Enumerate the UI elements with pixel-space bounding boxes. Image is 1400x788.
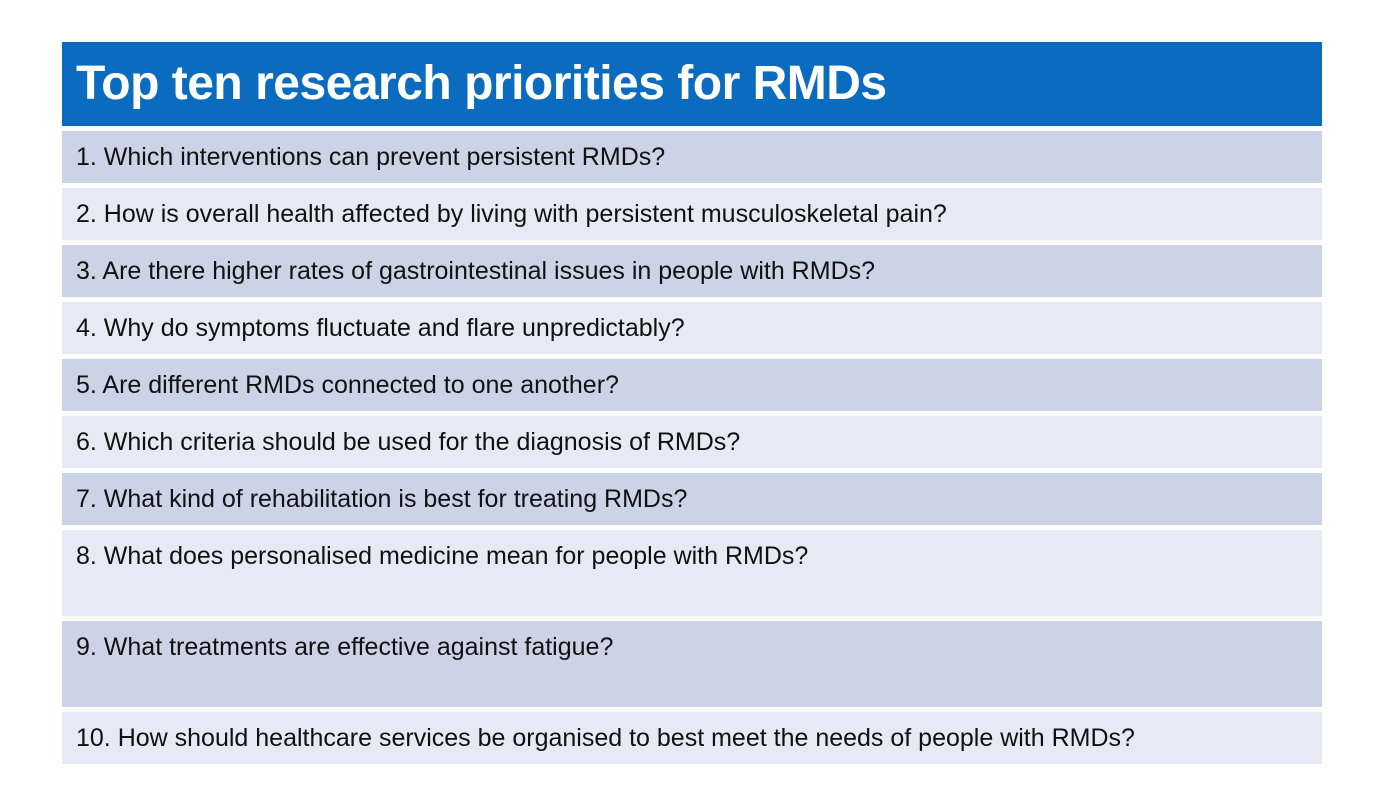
priority-row-10: 10. How should healthcare services be or…	[62, 712, 1322, 764]
table-title: Top ten research priorities for RMDs	[62, 42, 1322, 126]
priority-row-2: 2. How is overall health affected by liv…	[62, 188, 1322, 240]
priority-row-9: 9. What treatments are effective against…	[62, 621, 1322, 707]
priority-row-1: 1. Which interventions can prevent persi…	[62, 131, 1322, 183]
priority-row-3: 3. Are there higher rates of gastrointes…	[62, 245, 1322, 297]
priority-row-4: 4. Why do symptoms fluctuate and flare u…	[62, 302, 1322, 354]
priority-row-6: 6. Which criteria should be used for the…	[62, 416, 1322, 468]
priority-row-7: 7. What kind of rehabilitation is best f…	[62, 473, 1322, 525]
research-priorities-table: Top ten research priorities for RMDs 1. …	[62, 42, 1322, 764]
priority-row-5: 5. Are different RMDs connected to one a…	[62, 359, 1322, 411]
priority-row-8: 8. What does personalised medicine mean …	[62, 530, 1322, 616]
